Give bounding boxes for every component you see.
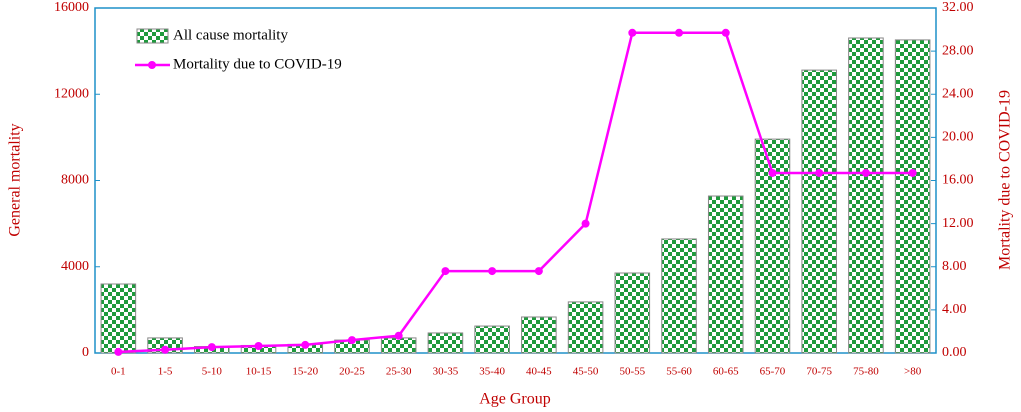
bar xyxy=(661,238,697,354)
y-tick-label: 16000 xyxy=(54,0,89,15)
x-tick-label: 30-35 xyxy=(433,366,459,378)
y-axis-title: General mortality xyxy=(7,123,24,236)
bar xyxy=(614,272,651,354)
x-tick-label: 65-70 xyxy=(760,366,786,378)
line-marker xyxy=(347,336,356,345)
line-marker xyxy=(721,28,730,37)
x-tick-label: 20-25 xyxy=(339,366,365,378)
x-tick-label: 45-50 xyxy=(573,366,599,378)
line-marker xyxy=(815,168,824,177)
x-tick-label: >80 xyxy=(904,366,922,378)
bar xyxy=(100,283,137,354)
bar xyxy=(848,37,884,354)
bar xyxy=(427,332,464,354)
line-marker xyxy=(861,168,870,177)
line xyxy=(118,31,913,354)
legend-label: Mortality due to COVID-19 xyxy=(173,56,342,72)
x-tick-label: 55-60 xyxy=(666,366,692,378)
line-marker xyxy=(768,168,777,177)
line-marker xyxy=(581,219,590,228)
line-marker xyxy=(488,267,497,276)
y-tick-label: 4000 xyxy=(61,259,89,274)
y2-tick-label: 8.00 xyxy=(942,259,967,274)
line-marker xyxy=(114,347,123,356)
x-tick-label: 40-45 xyxy=(526,366,552,378)
y2-tick-label: 4.00 xyxy=(942,302,967,317)
y2-tick-label: 16.00 xyxy=(942,173,974,188)
bar xyxy=(707,195,744,354)
y-tick-label: 0 xyxy=(82,345,89,360)
y2-tick-label: 24.00 xyxy=(942,86,974,101)
legend-marker xyxy=(148,61,156,69)
x-tick-label: 70-75 xyxy=(806,366,832,378)
line-marker xyxy=(908,168,917,177)
line-marker xyxy=(675,28,684,37)
bar xyxy=(521,316,557,354)
bar xyxy=(474,325,510,354)
line-marker xyxy=(628,28,637,37)
line-marker xyxy=(207,343,216,352)
legend-label: All cause mortality xyxy=(173,27,288,43)
bar xyxy=(801,69,837,354)
line-marker xyxy=(301,340,310,349)
x-tick-label: 60-65 xyxy=(713,366,739,378)
line-marker xyxy=(254,341,263,350)
y2-tick-label: 32.00 xyxy=(942,0,974,15)
bar xyxy=(380,337,417,354)
legend-swatch xyxy=(136,28,169,44)
x-tick-label: 35-40 xyxy=(479,366,505,378)
y2-tick-label: 20.00 xyxy=(942,130,974,145)
x-tick-label: 75-80 xyxy=(853,366,879,378)
bar xyxy=(894,39,931,354)
y2-tick-label: 28.00 xyxy=(942,43,974,58)
y-tick-label: 12000 xyxy=(54,86,89,101)
x-tick-label: 0-1 xyxy=(111,366,126,378)
line-marker xyxy=(161,345,170,354)
x-tick-label: 1-5 xyxy=(158,366,173,378)
y2-axis-title: Mortality due to COVID-19 xyxy=(997,90,1014,270)
x-tick-label: 25-30 xyxy=(386,366,412,378)
x-tick-label: 15-20 xyxy=(292,366,318,378)
line-marker xyxy=(441,267,450,276)
line-marker xyxy=(394,331,403,340)
x-tick-label: 5-10 xyxy=(202,366,223,378)
y2-tick-label: 12.00 xyxy=(942,216,974,231)
x-axis-title: Age Group xyxy=(479,391,551,408)
x-tick-label: 10-15 xyxy=(246,366,272,378)
line-marker xyxy=(534,267,543,276)
y2-tick-label: 0.00 xyxy=(942,345,967,360)
bar xyxy=(567,301,604,354)
x-tick-label: 50-55 xyxy=(619,366,645,378)
y-tick-label: 8000 xyxy=(61,173,89,188)
